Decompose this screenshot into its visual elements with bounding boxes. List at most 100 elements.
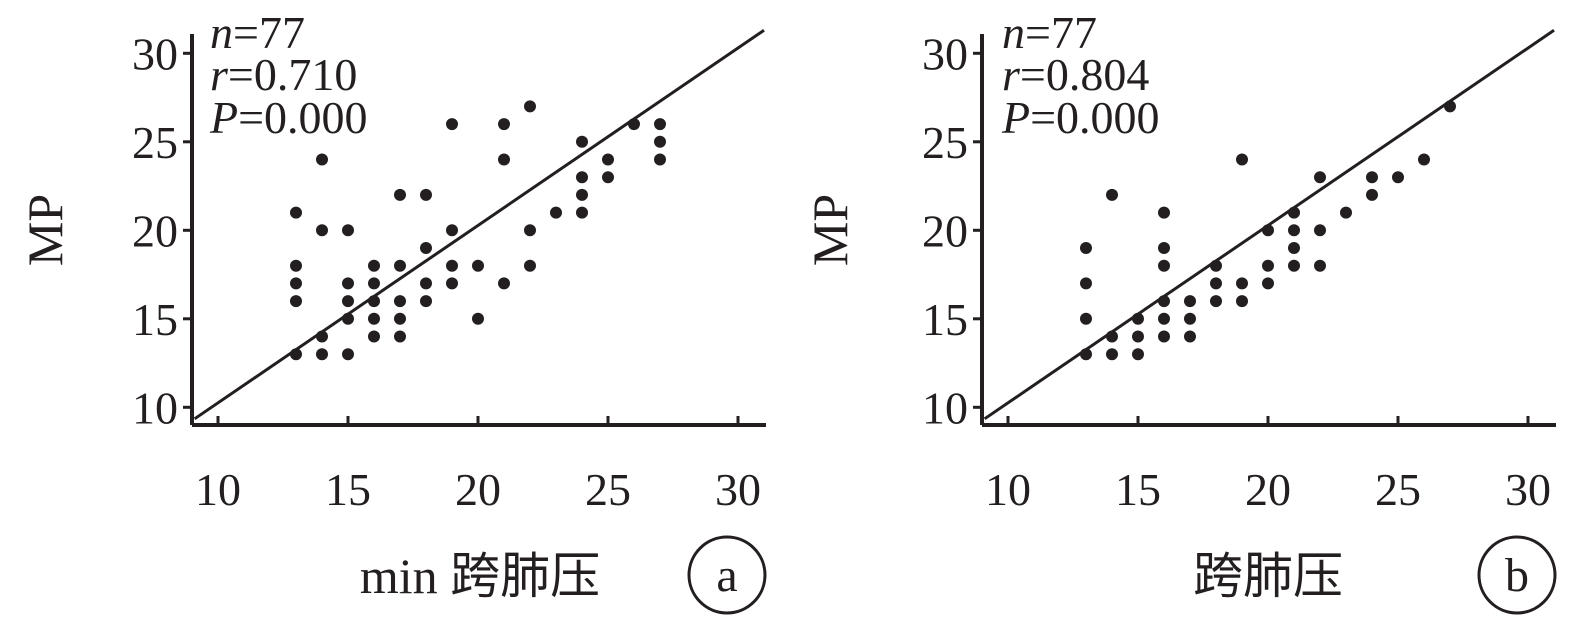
scatter-point [498,153,510,166]
scatter-point [342,312,354,325]
x-tick-label: 20 [455,464,501,515]
y-tick-label: 30 [922,28,968,79]
scatter-point [290,206,302,219]
panel-b-stat-p: P=0.000 [1001,92,1160,143]
panel-a-marks [193,29,765,421]
scatter-point [1132,348,1144,361]
panel-b-badge-circle [1477,535,1557,615]
scatter-point [420,242,432,254]
panel-a-x-label: min 跨肺压 [360,548,600,604]
panel-b-x-label: 跨肺压 [1193,548,1343,604]
scatter-point [446,118,458,131]
scatter-point [602,171,614,184]
y-tick-label: 15 [922,294,968,345]
scatter-point [524,259,536,272]
panel-b-x-ticks: 10 15 20 25 30 [985,416,1551,515]
scatter-point [1418,153,1430,166]
x-tick-label: 10 [985,464,1031,515]
scatter-point [1288,206,1300,219]
scatter-point [368,277,380,290]
y-tick-label: 15 [132,294,178,345]
panel-b-badge: b [1477,535,1557,615]
x-tick-label: 15 [325,464,371,515]
scatter-point [394,295,406,308]
scatter-point [472,259,484,272]
scatter-point [342,295,354,308]
scatter-point [472,312,484,325]
scatter-point [290,295,302,308]
scatter-point [1184,330,1196,343]
panel-b-y-ticks: 10 15 20 25 30 [922,28,982,433]
scatter-point [576,135,588,148]
scatter-point [342,224,354,237]
scatter-point [1262,224,1274,237]
x-tick-label: 10 [195,464,241,515]
scatter-point [576,188,588,201]
scatter-point [1106,348,1118,361]
panel-a-y-ticks: 10 15 20 25 30 [132,28,192,433]
scatter-point [1236,153,1248,166]
scatter-point [602,153,614,166]
scatter-point [1158,206,1170,219]
scatter-point [1366,188,1378,201]
panel-a-y-label: MP [17,194,73,266]
scatter-point [654,118,666,131]
scatter-point [1184,312,1196,325]
scatter-point [420,295,432,308]
scatter-point [576,206,588,219]
scatter-point [368,312,380,325]
scatter-point [290,259,302,272]
panel-b-badge-label: b [1505,549,1529,602]
scatter-point [316,348,328,361]
panel-b-y-label: MP [802,194,858,266]
x-tick-label: 25 [585,464,631,515]
scatter-point [1314,259,1326,272]
scatter-point [446,224,458,237]
scatter-point [1288,224,1300,237]
scatter-point [368,295,380,308]
scatter-point [1080,348,1092,361]
scatter-point [1262,259,1274,272]
y-tick-label: 25 [922,117,968,168]
panel-a: 10 15 20 25 30 10 15 20 25 30 n=77 r=0.710 P=0.0… [17,7,767,615]
scatter-point [1236,277,1248,290]
panel-b: 10 15 20 25 30 10 15 20 25 30 n=77 r=0.804 P=0.0… [802,7,1557,615]
regression-line [193,29,765,421]
scatter-point [290,348,302,361]
panel-b-stat-n: n=77 [1002,7,1097,58]
scatter-point [1132,330,1144,343]
scatter-point [1366,171,1378,184]
panel-b-stat-r: r=0.804 [1002,49,1149,100]
scatter-point [1080,277,1092,290]
scatter-point [524,224,536,237]
scatter-point [1106,330,1118,343]
scatter-point [342,348,354,361]
scatter-point [1444,100,1456,113]
panel-b-marks [983,29,1555,421]
panel-a-stat-r: r=0.710 [210,49,357,100]
scatter-point [1158,259,1170,272]
scatter-point [1210,295,1222,308]
scatter-point [316,224,328,237]
panel-a-badge: a [687,535,767,615]
panel-a-badge-circle [687,535,767,615]
y-tick-label: 20 [132,205,178,256]
x-tick-label: 25 [1375,464,1421,515]
scatter-point [342,277,354,290]
scatter-point [368,330,380,343]
scatter-point [1288,242,1300,254]
scatter-point [1184,295,1196,308]
scatter-point [446,277,458,290]
panel-a-x-ticks: 10 15 20 25 30 [195,416,761,515]
scatter-point [420,277,432,290]
scatter-point [446,259,458,272]
scatter-point [628,118,640,131]
scatter-point [1314,171,1326,184]
scatter-point [498,277,510,290]
scatter-point [290,277,302,290]
scatter-point [524,100,536,113]
scatter-point [1236,295,1248,308]
scatter-point [654,153,666,166]
scatter-point [1262,277,1274,290]
